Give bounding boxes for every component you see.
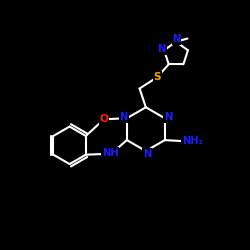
Text: N: N xyxy=(158,44,166,54)
Text: NH₂: NH₂ xyxy=(182,136,203,146)
Text: O: O xyxy=(100,114,108,124)
Text: N: N xyxy=(164,112,172,122)
Text: N: N xyxy=(120,112,128,122)
Text: S: S xyxy=(154,72,161,82)
Text: N: N xyxy=(172,34,181,44)
Text: N: N xyxy=(143,148,151,158)
Text: NH: NH xyxy=(102,148,118,158)
